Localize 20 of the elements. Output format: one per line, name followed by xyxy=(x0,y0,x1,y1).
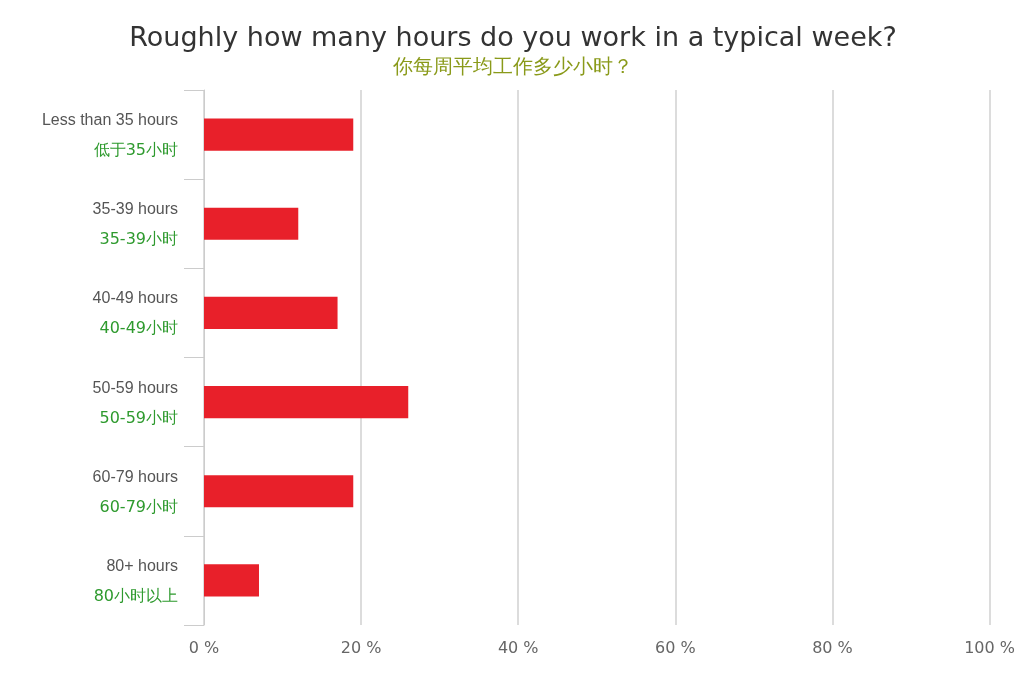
x-tick-label: 20 % xyxy=(340,637,382,657)
y-tick-label: 35-39 hours 35-39小时 xyxy=(92,200,178,249)
chart-subtitle: 你每周平均工作多少小时？ xyxy=(392,54,633,78)
x-tick-label: 80 % xyxy=(812,637,853,657)
x-tick-label: 100 % xyxy=(964,637,1015,657)
y-tick-label: 40-49 hours 40-49小时 xyxy=(92,289,178,338)
bar xyxy=(204,475,354,508)
x-tick-label: 60 % xyxy=(655,637,696,657)
bar xyxy=(204,118,354,151)
x-tick-label: 0 % xyxy=(188,637,220,657)
bar xyxy=(204,386,409,419)
bar xyxy=(204,564,259,597)
y-tick-label: 50-59 hours 50-59小时 xyxy=(92,378,178,427)
y-tick-label: 60-79 hours 60-79小时 xyxy=(92,467,178,516)
bar xyxy=(204,207,299,240)
bar xyxy=(204,296,338,329)
y-tick-label: Less than 35 hours 低于35小时 xyxy=(41,111,178,160)
x-tick-label: 40 % xyxy=(497,637,539,657)
chart-title: Roughly how many hours do you work in a typical week? xyxy=(129,21,897,52)
y-tick-label: 80+ hours 80小时以上 xyxy=(93,556,178,605)
